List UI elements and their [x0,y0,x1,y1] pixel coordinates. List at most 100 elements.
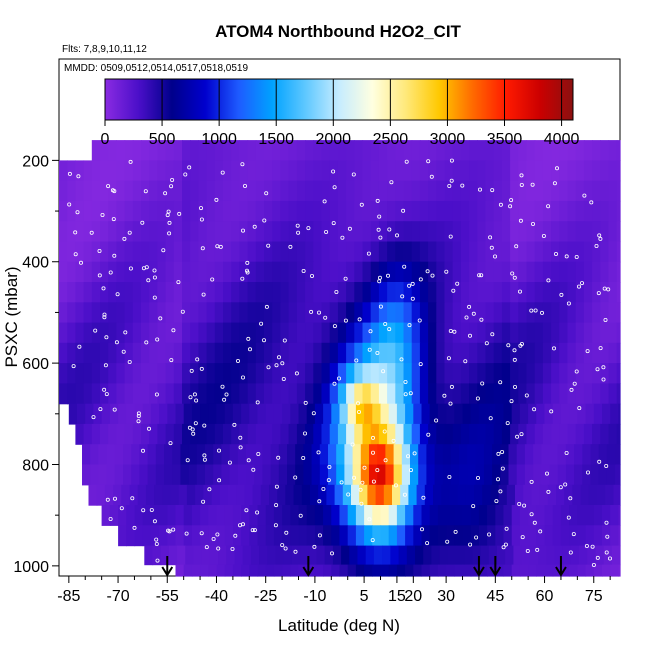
heatmap-cell [198,282,208,303]
heatmap-cell [124,200,134,222]
heatmap-cell [149,200,158,222]
heatmap-cell [510,322,519,344]
heatmap-cell [206,342,216,364]
sample-point [140,220,145,225]
sample-point [281,376,286,381]
heatmap-cell [157,423,167,445]
sample-point [171,328,176,333]
sample-point [101,286,106,291]
sample-point [167,220,172,225]
heatmap-cell [280,363,290,384]
heatmap-cell [75,342,85,364]
heatmap-cell [534,160,544,182]
heatmap-cell [551,140,560,161]
heatmap-cell [347,505,357,526]
heatmap-cell [536,403,546,425]
heatmap-cell [360,444,370,466]
heatmap-cell [88,484,98,506]
heatmap-cell [452,180,462,202]
heatmap-cell [124,383,134,405]
heatmap-cell [239,180,249,202]
heatmap-cell [132,423,142,445]
heatmap-cell [469,200,478,222]
sample-point [430,273,435,278]
heatmap-cell [421,564,431,577]
sample-point [419,527,424,532]
heatmap-cell [141,180,150,202]
heatmap-cell [436,322,446,344]
heatmap-cell [492,444,501,466]
sample-point [577,406,582,411]
heatmap-cell [378,261,388,283]
heatmap-cell [272,322,281,344]
heatmap-cell [247,261,257,283]
heatmap-cell [383,484,393,506]
heatmap-cell [126,525,136,547]
sample-point [410,281,415,286]
heatmap-cell [300,545,309,566]
heatmap-cell [533,464,542,486]
heatmap-cell [182,241,191,263]
heatmap-cell [265,564,275,577]
heatmap-cell [493,282,503,303]
heatmap-cell [559,282,569,303]
sample-point [115,292,120,297]
heatmap-cell [175,564,185,577]
sample-point [158,316,163,321]
sample-point [371,479,376,484]
heatmap-cell [354,140,364,161]
sample-point [199,531,204,536]
heatmap-cell [319,444,329,466]
heatmap-cell [510,221,519,243]
heatmap-cell [419,140,429,161]
sample-point [510,271,515,276]
heatmap-cell [551,363,560,384]
heatmap-cell [403,342,413,364]
heatmap-cell [364,403,373,425]
sample-point [146,278,151,283]
heatmap-cell [116,200,126,222]
sample-point [215,244,220,249]
heatmap-cell [446,564,455,577]
heatmap-cell [185,545,195,566]
heatmap-cell [518,221,528,243]
heatmap-cell [298,564,308,577]
heatmap-cell [296,160,306,182]
heatmap-cell [121,484,131,506]
heatmap-cell [615,464,621,486]
heatmap-cell [109,505,119,526]
heatmap-cell [200,505,209,526]
heatmap-cell [288,261,298,283]
heatmap-cell [557,444,567,466]
heatmap-cell [280,200,290,222]
heatmap-cell [549,444,559,466]
sample-point [237,523,242,528]
sample-point [90,550,95,555]
heatmap-cell [255,241,265,263]
heatmap-cell [223,200,232,222]
heatmap-cell [526,282,536,303]
heatmap-cell [100,322,109,344]
heatmap-cell [198,160,208,182]
heatmap-cell [608,200,618,222]
heatmap-cell [428,322,437,344]
heatmap-cell [98,464,108,486]
heatmap-cell [534,342,544,364]
heatmap-cell [485,160,495,182]
heatmap-cell [183,525,193,547]
heatmap-cell [401,464,411,486]
heatmap-cell [159,505,168,526]
heatmap-cell [132,221,142,243]
heatmap-cell [337,383,347,405]
sample-point [73,252,78,257]
heatmap-cell [321,322,331,344]
heatmap-cell [124,261,134,283]
heatmap-cell [395,180,405,202]
heatmap-cell [567,160,577,182]
heatmap-cell [173,241,183,263]
heatmap-cell [188,444,198,466]
heatmap-cell [275,545,285,566]
sample-point [72,524,77,529]
sample-point [604,550,609,555]
heatmap-cell [323,525,332,547]
